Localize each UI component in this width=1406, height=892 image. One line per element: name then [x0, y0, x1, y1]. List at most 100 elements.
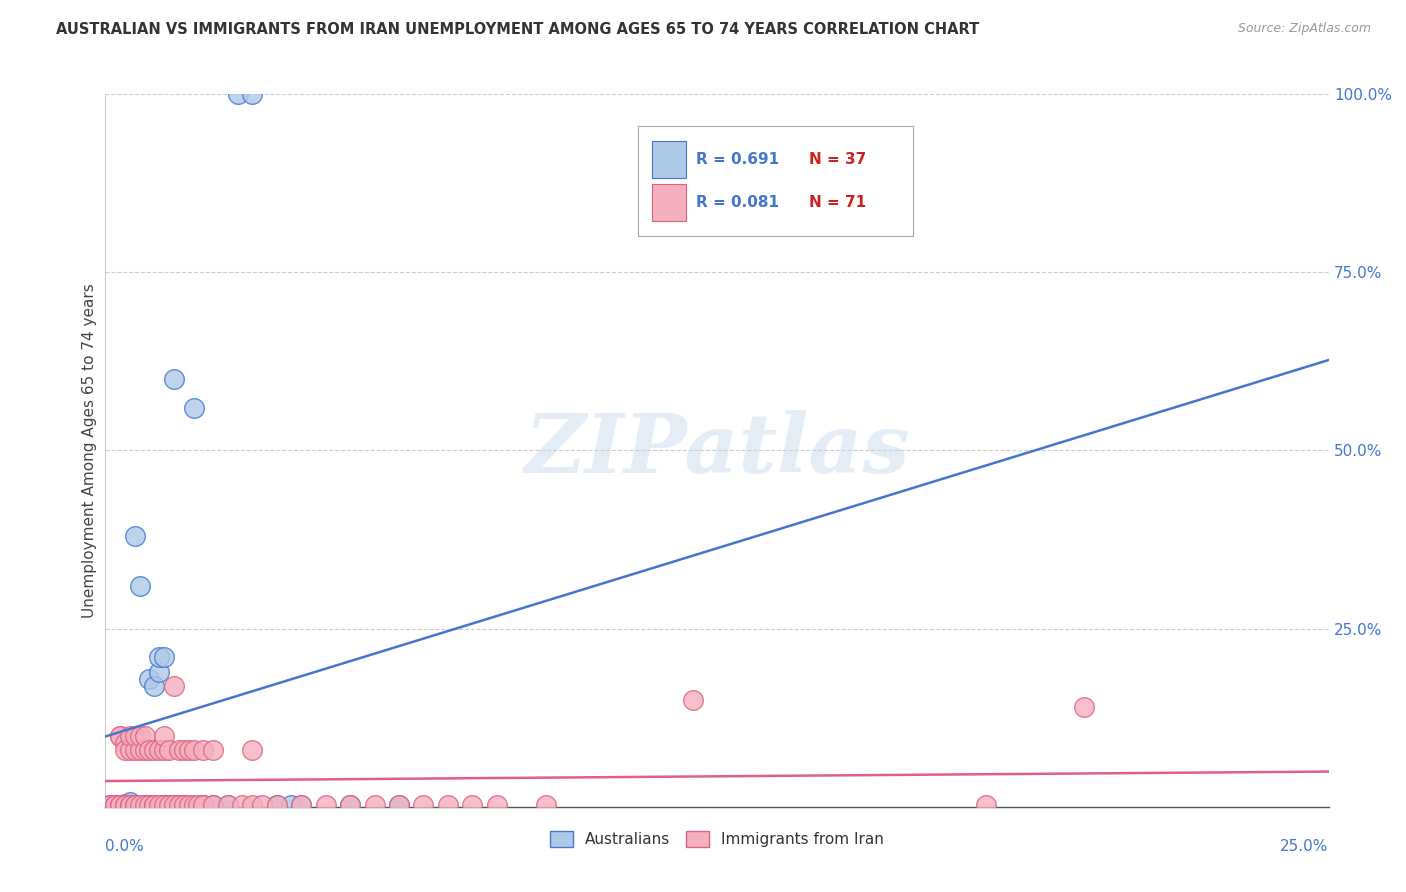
- Point: [974, 798, 997, 813]
- Point: [143, 679, 166, 693]
- Point: [104, 798, 127, 813]
- Point: [217, 798, 239, 813]
- Point: [183, 743, 205, 757]
- Point: [173, 798, 195, 813]
- Point: [124, 798, 146, 813]
- Point: [148, 743, 170, 757]
- Point: [157, 798, 180, 813]
- Point: [193, 743, 215, 757]
- Point: [148, 798, 170, 813]
- Point: [163, 372, 186, 386]
- Point: [118, 729, 141, 743]
- Bar: [652, 184, 686, 220]
- Point: [138, 672, 160, 686]
- Point: [437, 798, 460, 813]
- Point: [138, 798, 160, 813]
- Bar: [652, 141, 686, 178]
- Point: [124, 798, 146, 813]
- Point: [193, 798, 215, 813]
- Point: [108, 798, 131, 813]
- Point: [118, 798, 141, 813]
- Point: [388, 798, 411, 813]
- Point: [240, 798, 263, 813]
- Point: [148, 665, 170, 679]
- Text: 0.0%: 0.0%: [105, 839, 145, 855]
- Point: [1073, 700, 1095, 714]
- Text: R = 0.691: R = 0.691: [696, 152, 779, 167]
- Point: [363, 798, 385, 813]
- Point: [128, 798, 150, 813]
- Point: [167, 743, 190, 757]
- Point: [108, 798, 131, 813]
- Point: [143, 798, 166, 813]
- Text: AUSTRALIAN VS IMMIGRANTS FROM IRAN UNEMPLOYMENT AMONG AGES 65 TO 74 YEARS CORREL: AUSTRALIAN VS IMMIGRANTS FROM IRAN UNEMP…: [56, 22, 980, 37]
- Point: [138, 798, 160, 813]
- Point: [108, 729, 131, 743]
- Point: [315, 798, 337, 813]
- Point: [250, 798, 273, 813]
- Legend: Australians, Immigrants from Iran: Australians, Immigrants from Iran: [544, 825, 890, 853]
- Point: [108, 798, 131, 813]
- Point: [108, 729, 131, 743]
- Point: [485, 798, 508, 813]
- Text: R = 0.081: R = 0.081: [696, 194, 779, 210]
- Point: [157, 743, 180, 757]
- Point: [290, 798, 312, 813]
- Point: [339, 798, 361, 813]
- Point: [114, 797, 136, 811]
- Point: [202, 743, 225, 757]
- Point: [104, 798, 127, 813]
- Point: [173, 743, 195, 757]
- Point: [128, 729, 150, 743]
- Point: [187, 798, 209, 813]
- Point: [124, 798, 146, 813]
- Point: [682, 693, 704, 707]
- Point: [173, 798, 195, 813]
- Point: [153, 798, 176, 813]
- Point: [153, 650, 176, 665]
- Point: [339, 798, 361, 813]
- Point: [163, 798, 186, 813]
- Point: [143, 743, 166, 757]
- Point: [231, 798, 253, 813]
- Point: [240, 743, 263, 757]
- Text: N = 37: N = 37: [808, 152, 866, 167]
- Point: [193, 798, 215, 813]
- Point: [202, 798, 225, 813]
- Point: [177, 798, 200, 813]
- Point: [167, 798, 190, 813]
- Point: [98, 798, 121, 813]
- Point: [226, 87, 249, 101]
- Point: [128, 579, 150, 593]
- Point: [202, 798, 225, 813]
- Point: [412, 798, 434, 813]
- Point: [118, 795, 141, 809]
- Point: [134, 743, 156, 757]
- Y-axis label: Unemployment Among Ages 65 to 74 years: Unemployment Among Ages 65 to 74 years: [82, 283, 97, 618]
- Point: [114, 736, 136, 750]
- Point: [157, 798, 180, 813]
- Point: [534, 798, 557, 813]
- Text: ZIPatlas: ZIPatlas: [524, 410, 910, 491]
- Point: [98, 798, 121, 813]
- Point: [388, 798, 411, 813]
- Point: [128, 743, 150, 757]
- Point: [148, 650, 170, 665]
- Point: [153, 729, 176, 743]
- Point: [217, 798, 239, 813]
- Point: [114, 798, 136, 813]
- Point: [118, 798, 141, 813]
- Point: [124, 729, 146, 743]
- Point: [143, 798, 166, 813]
- Point: [240, 87, 263, 101]
- Point: [153, 798, 176, 813]
- Point: [167, 798, 190, 813]
- Point: [118, 743, 141, 757]
- Text: 25.0%: 25.0%: [1281, 839, 1329, 855]
- Point: [461, 798, 484, 813]
- Point: [163, 798, 186, 813]
- Point: [118, 798, 141, 813]
- Text: N = 71: N = 71: [808, 194, 866, 210]
- Point: [138, 743, 160, 757]
- FancyBboxPatch shape: [637, 126, 912, 236]
